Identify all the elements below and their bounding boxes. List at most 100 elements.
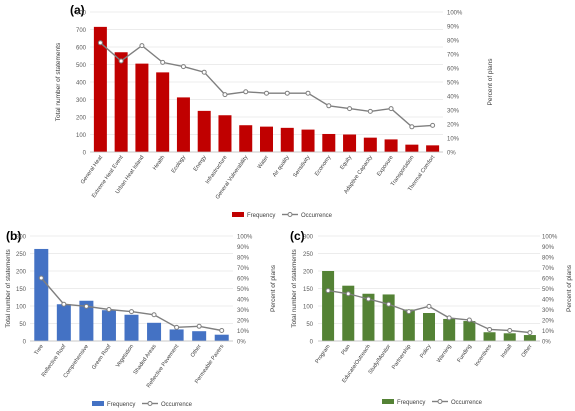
occurrence-point [507, 328, 513, 333]
bar [214, 334, 229, 341]
x-tick-label: Warning [436, 344, 453, 364]
y2-tick-label: 60% [447, 67, 460, 73]
occurrence-point [139, 43, 145, 49]
y-axis-title: Total number of statements [55, 42, 62, 121]
bar [426, 145, 440, 152]
y-tick-label: 500 [76, 63, 87, 69]
bar [363, 137, 377, 152]
chart-panel-b: (b) 0 50 100 150 200 250 300 0% 10% 20% 30% 40% 50% 60… [5, 229, 277, 408]
x-tick-label: Other [190, 344, 203, 359]
occurrence-point [367, 108, 373, 114]
legend-swatch-frequency [382, 399, 394, 404]
y-tick-label: 200 [16, 270, 27, 276]
x-tick-label: Policy [419, 344, 433, 360]
bar [405, 144, 419, 152]
y2-tick-label: 80% [447, 39, 460, 45]
chart-panel-c: (c) 0 50 100 150 200 250 300 0% 10% 20% 30% 40% 50% 60… [290, 229, 573, 406]
y-tick-label: 150 [303, 287, 314, 293]
x-tick-label: Green Roof [91, 343, 113, 370]
bar [443, 318, 456, 341]
y2-tick-label: 20% [447, 123, 460, 129]
y-tick-label: 0 [83, 151, 87, 157]
x-tick-label: Vegetation [115, 344, 135, 369]
bar [34, 248, 49, 341]
occurrence-point [196, 323, 202, 329]
bar [197, 110, 211, 152]
occurrence-point [430, 122, 436, 128]
legend-swatch-frequency [92, 401, 104, 406]
occurrence-point [388, 106, 394, 112]
y2-tick-label: 10% [542, 329, 555, 335]
y2-tick-label: 70% [237, 266, 250, 272]
y2-tick-label: 10% [447, 137, 460, 143]
y2-tick-label: 0% [447, 151, 456, 157]
occurrence-point [180, 64, 186, 70]
legend: Frequency Occurrence [232, 212, 333, 219]
occurrence-point [38, 275, 44, 281]
x-tick-label: Funding [456, 344, 473, 364]
x-tick-label: Install [500, 344, 513, 359]
y-tick-label: 150 [16, 287, 27, 293]
bar [503, 333, 516, 341]
x-tick-label: Program [315, 343, 332, 364]
y2-tick-label: 0% [237, 340, 246, 346]
legend-label-occurrence: Occurrence [451, 400, 483, 406]
y-tick-label: 600 [76, 46, 87, 52]
x-tick-label: Comprehensive [63, 344, 90, 380]
y2-tick-label: 50% [447, 81, 460, 87]
bar [260, 126, 273, 152]
y2-tick-label: 90% [237, 245, 250, 251]
x-tick-label: Incentives [474, 344, 493, 368]
bar [93, 26, 107, 152]
bar [169, 329, 184, 341]
occurrence-point [264, 90, 269, 96]
occurrence-point [446, 315, 452, 321]
y-tick-label: 50 [19, 322, 26, 328]
occurrence-point [305, 90, 311, 96]
occurrence-point [527, 330, 533, 336]
bar [280, 127, 294, 152]
x-tick-label: Economy [314, 155, 332, 178]
bar [135, 63, 149, 152]
occurrence-point [97, 40, 103, 46]
panel-label: (a) [70, 3, 85, 17]
y-tick-label: 250 [16, 252, 27, 258]
legend-label-frequency: Frequency [397, 400, 425, 406]
y-tick-label: 300 [303, 235, 314, 241]
x-tick-label: Sensitivity [292, 155, 311, 179]
y-tick-label: 300 [16, 235, 27, 241]
bar [218, 115, 232, 152]
occurrence-point [118, 58, 124, 64]
bar [382, 294, 395, 341]
panel-label: (b) [6, 229, 21, 243]
occurrence-point [426, 303, 432, 309]
bar [402, 309, 415, 341]
occurrence-point [347, 106, 353, 112]
y2-axis-title: Percent of plans [270, 264, 277, 312]
y2-tick-label: 10% [237, 329, 250, 335]
y-tick-label: 700 [76, 28, 87, 34]
bar [343, 134, 357, 152]
y2-tick-label: 100% [542, 235, 558, 241]
occurrence-point [325, 288, 331, 294]
y-axis-title: Total number of statements [5, 249, 12, 328]
panel-label: (c) [290, 229, 305, 243]
y2-tick-label: 90% [447, 25, 460, 31]
x-tick-label: Tree [34, 344, 45, 357]
y-tick-label: 50 [306, 322, 313, 328]
bar [156, 72, 170, 152]
x-tick-label: Shaded Areas [133, 344, 158, 376]
x-tick-label: Ecology [171, 155, 187, 175]
y-tick-label: 200 [76, 116, 87, 122]
occurrence-point [365, 296, 371, 302]
y2-tick-label: 40% [447, 95, 460, 101]
y2-tick-label: 50% [237, 287, 250, 293]
legend-marker-occurrence [287, 212, 293, 217]
y2-tick-label: 100% [237, 235, 253, 241]
occurrence-point [129, 309, 134, 315]
occurrence-point [409, 124, 415, 130]
bar [322, 271, 335, 341]
bar [56, 304, 71, 341]
bar [79, 300, 94, 341]
bar [463, 321, 476, 341]
